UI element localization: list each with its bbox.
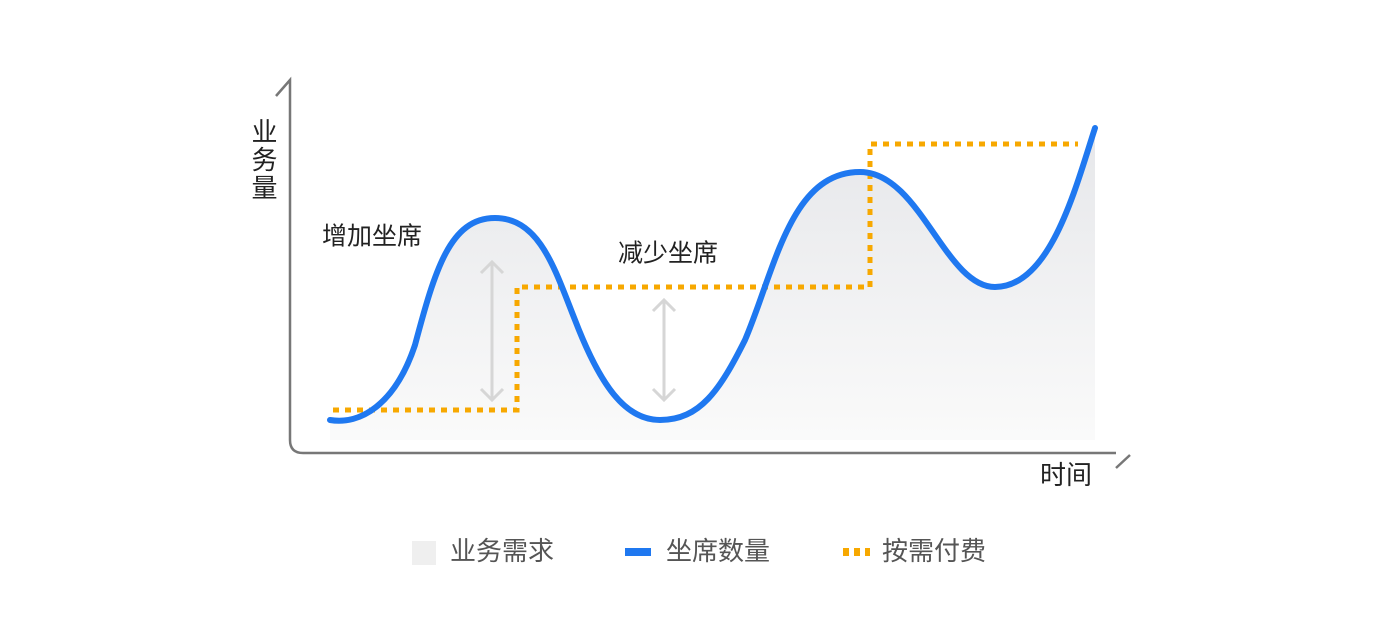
pay-steps <box>333 141 1078 413</box>
legend-label: 业务需求 <box>450 536 554 566</box>
y-axis-label: 业务量 <box>248 118 278 202</box>
x-axis-label: 时间 <box>1040 460 1092 490</box>
seat-curve <box>327 125 1098 424</box>
legend-label: 按需付费 <box>882 536 986 566</box>
axes <box>275 76 1131 469</box>
demand-area <box>330 128 1095 440</box>
annotation: 增加坐席 <box>322 223 422 251</box>
annotation: 减少坐席 <box>618 240 718 268</box>
change-arrows <box>479 259 677 403</box>
legend-swatch <box>412 541 436 565</box>
legend-swatch <box>625 548 651 556</box>
legend-label: 坐席数量 <box>666 536 770 566</box>
